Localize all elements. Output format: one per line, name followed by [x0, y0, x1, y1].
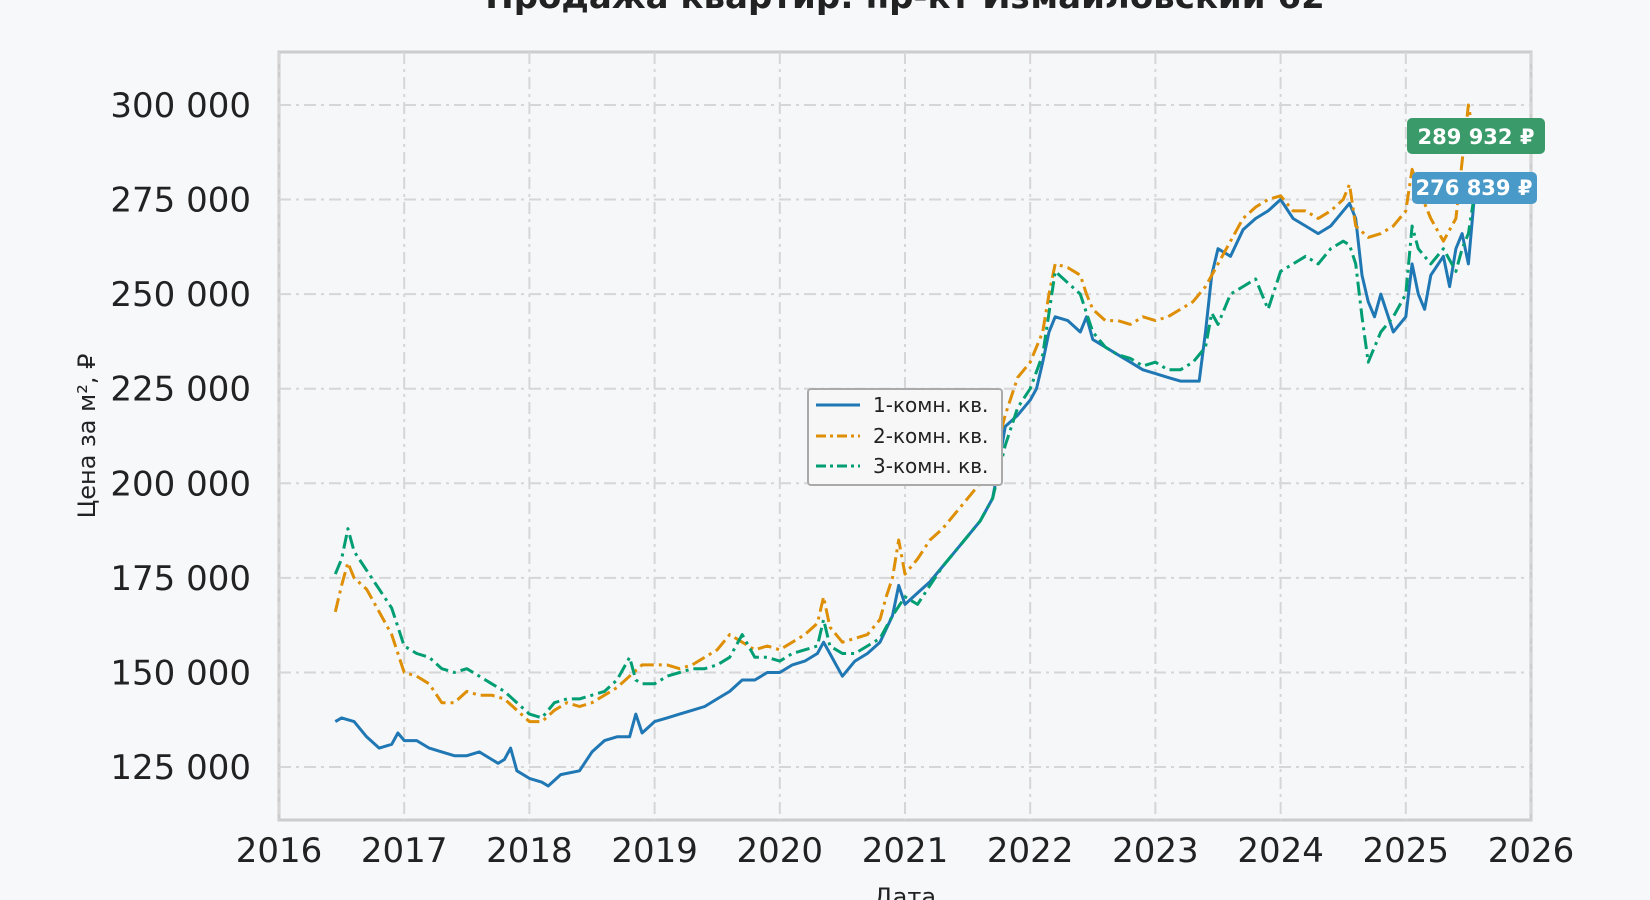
- x-tick-label-6: 2022: [987, 831, 1074, 871]
- x-tick-label-3: 2019: [611, 831, 698, 871]
- x-tick-labels: 2016 2017 2018 2019 2020 2021 2022 2023 2024 2025…: [236, 831, 1575, 871]
- y-tick-label-1: 150 000: [110, 653, 251, 693]
- x-tick-label-10: 2026: [1488, 831, 1575, 871]
- x-tick-label-8: 2024: [1237, 831, 1324, 871]
- end-label-text-2-room: 289 932 ₽: [1418, 125, 1535, 149]
- end-label-text-1-room: 276 839 ₽: [1416, 176, 1533, 200]
- grid: [278, 52, 1532, 820]
- y-tick-labels: 125 000 150 000 175 000 200 000 225 000 250 0…: [110, 86, 251, 788]
- x-tick-label-1: 2017: [361, 831, 448, 871]
- y-tick-label-0: 125 000: [110, 748, 251, 788]
- y-tick-label-6: 275 000: [110, 181, 251, 221]
- y-tick-label-4: 225 000: [110, 370, 251, 410]
- end-labels: 289 932 ₽ 276 839 ₽: [1407, 118, 1545, 204]
- x-tick-label-7: 2023: [1112, 831, 1199, 871]
- x-tick-label-5: 2021: [862, 831, 949, 871]
- x-tick-label-4: 2020: [737, 831, 824, 871]
- x-tick-label-2: 2018: [486, 831, 573, 871]
- legend-label-3-room: 3-комн. кв.: [873, 454, 988, 478]
- chart-title: Продажа квартир: пр-кт Измайловский 62: [485, 0, 1324, 17]
- x-axis-label: Дата: [874, 883, 936, 900]
- y-axis-label: Цена за м², ₽: [73, 354, 101, 519]
- y-tick-label-3: 200 000: [110, 464, 251, 504]
- x-tick-label-9: 2025: [1363, 831, 1450, 871]
- series-line-3-room: [333, 192, 1477, 720]
- end-label-badge-2-room: [1407, 118, 1545, 154]
- legend-box: [807, 388, 1003, 486]
- legend-label-2-room: 2-комн. кв.: [873, 424, 988, 448]
- legend: 1-комн. кв. 2-комн. кв. 3-комн. кв.: [807, 388, 1003, 486]
- y-tick-label-5: 250 000: [110, 275, 251, 315]
- end-label-badge-1-room: [1412, 172, 1537, 204]
- legend-label-1-room: 1-комн. кв.: [873, 393, 988, 417]
- y-tick-label-7: 300 000: [110, 86, 251, 126]
- x-tick-label-0: 2016: [236, 831, 323, 871]
- y-tick-label-2: 175 000: [110, 559, 251, 599]
- series-line-1-room: [334, 192, 1477, 788]
- series-line-2-room: [333, 103, 1477, 724]
- series-layer: [333, 103, 1477, 788]
